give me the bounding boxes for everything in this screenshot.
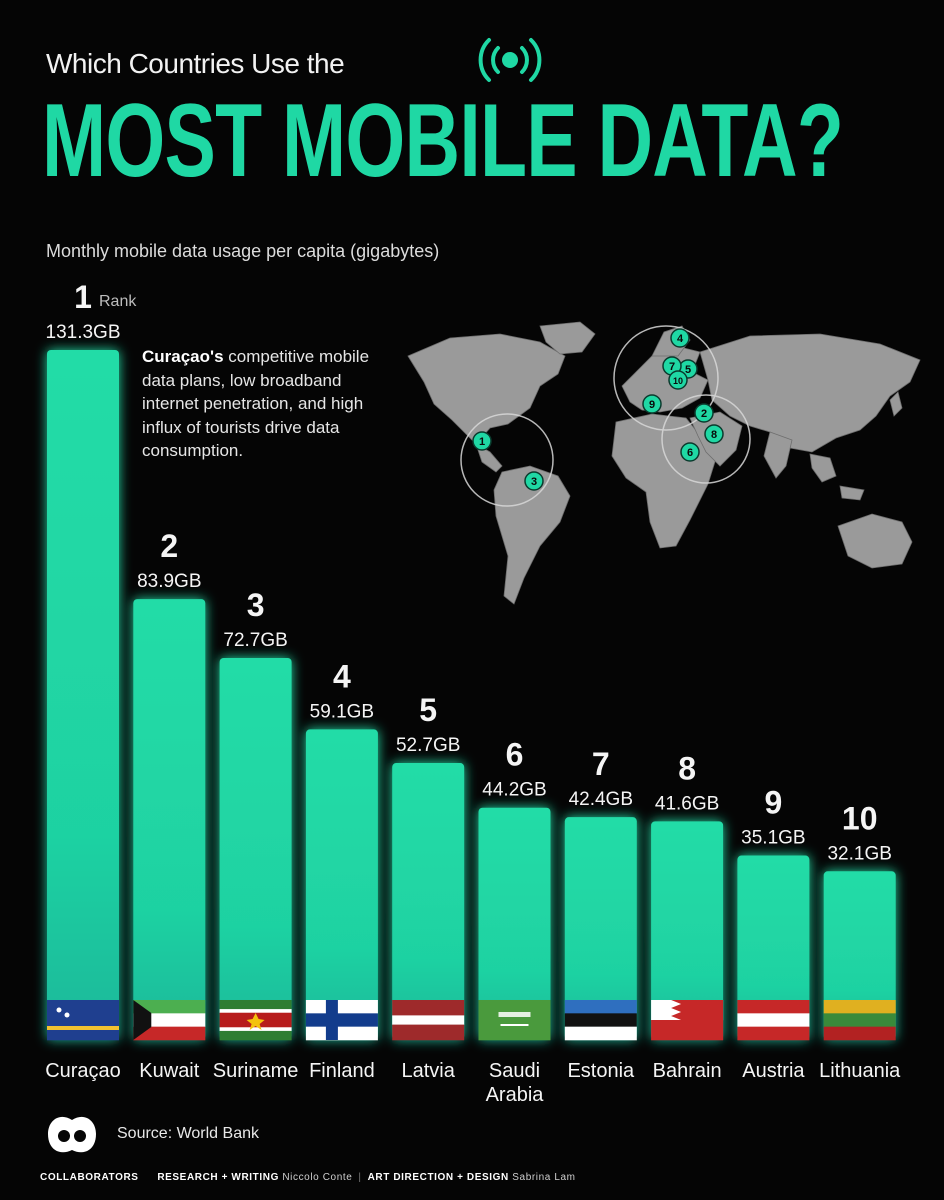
flag-saudi-arabia-icon <box>478 1000 551 1041</box>
value-label-lithuania: 32.1GB <box>827 843 891 864</box>
map-marker-8: 8 <box>704 424 724 444</box>
rank-label-saudi-arabia: 6 <box>506 737 524 773</box>
bar-kuwait <box>133 599 206 1040</box>
world-landmass <box>407 321 921 605</box>
svg-text:2: 2 <box>701 408 707 420</box>
value-label-latvia: 52.7GB <box>396 735 460 756</box>
annotation-text: competitive mobile data plans, low broad… <box>142 347 370 460</box>
flag-lithuania-icon <box>823 1000 896 1041</box>
world-map: 1 2 3 4 5 6 7 8 9 10 <box>407 321 921 605</box>
flag-kuwait-icon <box>133 1000 206 1041</box>
rank-label-curacao: 1 <box>74 279 92 315</box>
rank-label-kuwait: 2 <box>160 528 178 564</box>
zoom-circle-europe <box>613 325 719 431</box>
design-label: ART DIRECTION + DESIGN <box>367 1172 509 1183</box>
value-label-curacao: 131.3GB <box>46 322 121 343</box>
value-label-austria: 35.1GB <box>741 828 805 849</box>
bar-chart: 131.3GB 1 Rank Curaçao 83.9GB 2 Kuwait 72.7GB 3 S… <box>45 279 901 1106</box>
supertitle: Which Countries Use the <box>46 48 345 79</box>
rank-label-latvia: 5 <box>419 692 437 728</box>
rank-label-bahrain: 8 <box>678 750 696 786</box>
svg-text:7: 7 <box>669 361 675 373</box>
svg-text:5: 5 <box>685 364 691 376</box>
rank-label-austria: 9 <box>765 785 783 821</box>
flag-curacao-icon <box>47 1000 119 1041</box>
value-label-kuwait: 83.9GB <box>137 571 201 592</box>
chart-subtitle: Monthly mobile data usage per capita (gi… <box>46 241 440 261</box>
zoom-circle-caribbean <box>460 413 554 507</box>
flag-finland-icon <box>305 1000 378 1041</box>
svg-text:8: 8 <box>711 429 717 441</box>
flag-suriname-icon <box>219 1000 292 1041</box>
collaborators-logo-icon <box>48 1116 96 1153</box>
value-label-suriname: 72.7GB <box>223 630 287 651</box>
map-marker-2: 2 <box>694 403 714 423</box>
map-marker-3: 3 <box>524 471 544 491</box>
rank-caption: Rank <box>99 293 137 310</box>
design-name: Sabrina Lam <box>512 1172 576 1183</box>
category-label-bahrain: Bahrain <box>653 1060 722 1082</box>
map-marker-10: 10 <box>668 370 688 390</box>
bar-bahrain <box>651 821 724 1040</box>
source-note: Source: World Bank <box>117 1125 259 1142</box>
bar-finland <box>305 729 378 1040</box>
research-name: Niccolo Conte <box>282 1172 353 1183</box>
svg-text:6: 6 <box>687 447 693 459</box>
svg-text:3: 3 <box>531 476 537 488</box>
category-label-finland: Finland <box>309 1060 375 1082</box>
rank-label-estonia: 7 <box>592 746 610 782</box>
category-label-latvia: Latvia <box>402 1060 456 1082</box>
research-label: RESEARCH + WRITING <box>157 1172 279 1183</box>
svg-text:10: 10 <box>673 376 683 386</box>
value-label-saudi-arabia: 44.2GB <box>482 780 546 801</box>
bar-curacao <box>47 350 119 1040</box>
bar-suriname <box>219 657 292 1040</box>
category-label-austria: Austria <box>742 1060 805 1082</box>
svg-text:4: 4 <box>677 333 684 345</box>
category-label-kuwait: Kuwait <box>139 1060 199 1082</box>
value-label-bahrain: 41.6GB <box>655 793 719 814</box>
flag-estonia-icon <box>564 1000 637 1041</box>
brand-name: COLLABORATORS <box>40 1172 139 1183</box>
category-label-saudi-arabia: Saudi Arabia <box>486 1060 545 1106</box>
map-marker-9: 9 <box>642 394 662 414</box>
svg-text:1: 1 <box>479 436 485 448</box>
flag-austria-icon <box>737 1000 810 1041</box>
value-label-finland: 59.1GB <box>310 701 374 722</box>
rank-label-finland: 4 <box>333 658 351 694</box>
annotation-bold: Curaçao's <box>142 347 224 366</box>
category-label-curacao: Curaçao <box>45 1060 121 1082</box>
svg-text:9: 9 <box>649 399 655 411</box>
value-label-estonia: 42.4GB <box>569 789 633 810</box>
bar-latvia <box>392 763 465 1040</box>
curacao-annotation: Curaçao's competitive mobile data plans,… <box>142 345 387 463</box>
bar-lithuania <box>823 871 896 1040</box>
flag-latvia-icon <box>392 1000 465 1041</box>
category-label-estonia: Estonia <box>567 1060 635 1082</box>
map-marker-4: 4 <box>670 328 690 348</box>
flag-bahrain-icon <box>651 1000 724 1041</box>
zoom-circle-middle-east <box>661 394 751 484</box>
bar-saudi-arabia <box>478 807 551 1040</box>
bar-austria <box>737 855 810 1040</box>
map-marker-1: 1 <box>472 431 492 451</box>
rank-label-lithuania: 10 <box>842 800 878 836</box>
broadcast-signal-icon <box>478 38 542 82</box>
page-title: MOST MOBILE DATA? <box>42 83 844 199</box>
rank-label-suriname: 3 <box>247 587 265 623</box>
category-label-suriname: Suriname <box>213 1060 299 1082</box>
bar-estonia <box>564 817 637 1040</box>
map-marker-6: 6 <box>680 442 700 462</box>
credits-footer: COLLABORATORS RESEARCH + WRITING Niccolo… <box>40 1172 576 1183</box>
category-label-lithuania: Lithuania <box>819 1060 901 1082</box>
